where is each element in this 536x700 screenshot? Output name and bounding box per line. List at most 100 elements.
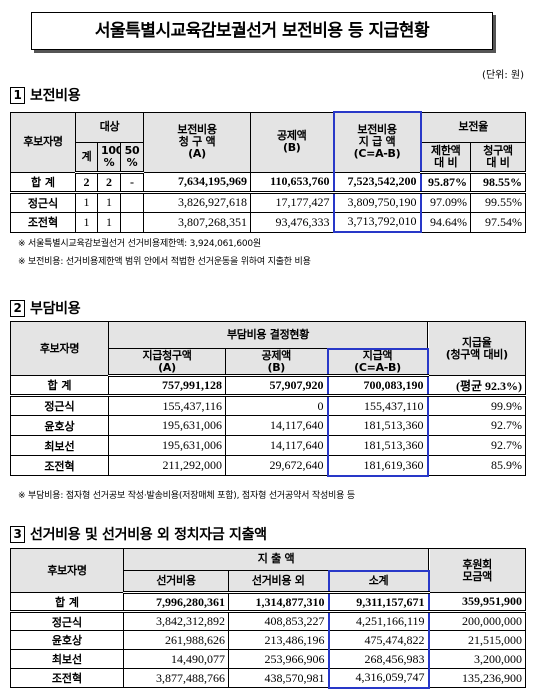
value-cell: 211,292,000 bbox=[108, 455, 226, 476]
value-cell: 1 bbox=[97, 191, 121, 213]
section-heading: 2 부담비용 bbox=[10, 298, 81, 318]
value-cell: 14,490,077 bbox=[123, 649, 229, 669]
candidate-cell: 합 계 bbox=[10, 171, 76, 194]
title: 서울특별시교육감보궐선거 보전비용 등 지급현황 bbox=[31, 12, 493, 50]
value-cell: 99.55% bbox=[470, 191, 527, 213]
note: ※ 보전비용: 선거비용제한액 범위 안에서 적법한 선거운동을 위하여 지출한… bbox=[18, 257, 311, 267]
header-cell: 지급액 (C=A-B) bbox=[326, 347, 429, 377]
table-row: 윤호상 195,631,006 14,117,640 181,513,360 92.7% bbox=[10, 415, 527, 436]
value-cell: 3,842,312,892 bbox=[123, 611, 229, 631]
value-cell: 7,996,280,361 bbox=[123, 592, 229, 613]
value-cell: 700,083,190 bbox=[326, 375, 429, 397]
section-number: 3 bbox=[10, 526, 25, 543]
value-cell: 195,631,006 bbox=[108, 415, 226, 436]
value-cell: 181,619,360 bbox=[326, 455, 429, 477]
value-cell: 200,000,000 bbox=[428, 611, 527, 631]
value-cell: 408,853,227 bbox=[228, 611, 329, 631]
value-cell: 253,966,906 bbox=[228, 649, 329, 669]
header-cell: 부담비용 결정현황 bbox=[107, 321, 429, 349]
value-cell: 99.9% bbox=[427, 395, 527, 416]
value-cell: 181,513,360 bbox=[326, 435, 429, 456]
value-cell: 14,117,640 bbox=[225, 415, 328, 436]
value-cell: 2 bbox=[75, 171, 98, 194]
header-cell: 보전율 bbox=[420, 111, 527, 143]
value-cell: 57,907,920 bbox=[225, 375, 328, 397]
value-cell: 475,474,822 bbox=[327, 630, 430, 650]
candidate-cell: 최보선 bbox=[10, 649, 124, 669]
table-row: 합 계 757,991,128 57,907,920 700,083,190 (평균 9… bbox=[10, 375, 527, 397]
value-cell: 97.54% bbox=[470, 211, 527, 233]
value-cell: 29,672,640 bbox=[225, 455, 328, 476]
section-number: 2 bbox=[10, 300, 25, 317]
table-row: 정근식 155,437,116 0 155,437,110 99.9% bbox=[10, 395, 527, 416]
table-row: 정근식 1 1 3,826,927,618 17,177,427 3,809,750,19… bbox=[10, 191, 527, 213]
value-cell: 1,314,877,310 bbox=[228, 592, 329, 613]
value-cell: 181,513,360 bbox=[326, 415, 429, 436]
header-cell: 소계 bbox=[327, 569, 430, 594]
table: 후보자명 지 출 액 후원회 모금액 선거비용 선거비용 외 소계 합 계 7,996,2… bbox=[10, 548, 527, 689]
section-title: 부담비용 bbox=[30, 301, 81, 317]
candidate-cell: 윤호상 bbox=[10, 630, 124, 650]
table: 후보자명 대상 보전비용 청 구 액 (A) 공제액 (B) 보전비용 지 급 액 (C… bbox=[10, 111, 527, 233]
header-cell: 공제액 (B) bbox=[250, 111, 335, 173]
value-cell: 2 bbox=[97, 171, 121, 194]
header-cell: 제한액 대 비 bbox=[420, 141, 472, 174]
header-cell: 보전비용 청 구 액 (A) bbox=[143, 111, 252, 173]
value-cell: 3,809,750,190 bbox=[332, 191, 422, 213]
candidate-cell: 윤호상 bbox=[10, 415, 109, 436]
value-cell: 757,991,128 bbox=[108, 375, 226, 397]
table-row: 합 계 7,996,280,361 1,314,877,310 9,311,157,6… bbox=[10, 592, 527, 613]
value-cell: 92.7% bbox=[427, 435, 527, 456]
table: 후보자명 부담비용 결정현황 지급율 (청구액 대비) 지급청구액 (A) 공제액 (… bbox=[10, 321, 527, 477]
value-cell: 14,117,640 bbox=[225, 435, 328, 456]
candidate-cell: 조전혁 bbox=[10, 211, 76, 233]
table-row: 최보선 14,490,077 253,966,906 268,456,983 3,200… bbox=[10, 649, 527, 669]
value-cell: 3,807,268,351 bbox=[143, 211, 252, 233]
value-cell: 4,316,059,747 bbox=[327, 668, 430, 689]
value-cell: 85.9% bbox=[427, 455, 527, 476]
table-row: 조전혁 211,292,000 29,672,640 181,619,360 85.9% bbox=[10, 455, 527, 477]
unit: (단위: 원) bbox=[482, 70, 524, 81]
table-row: 최보선 195,631,006 14,117,640 181,513,360 92.7% bbox=[10, 435, 527, 456]
header-cell: 50 % bbox=[119, 141, 145, 174]
section-number: 1 bbox=[10, 87, 25, 104]
value-cell: 261,988,626 bbox=[123, 630, 229, 650]
value-cell: 21,515,000 bbox=[428, 630, 527, 650]
candidate-cell: 조전혁 bbox=[10, 455, 109, 476]
header-cell: 후보자명 bbox=[10, 548, 124, 593]
value-cell: 3,877,488,766 bbox=[123, 668, 229, 688]
value-cell bbox=[119, 191, 145, 213]
header-cell: 계 bbox=[75, 141, 98, 174]
table-row: 윤호상 261,988,626 213,486,196 475,474,822 21,5… bbox=[10, 630, 527, 650]
value-cell bbox=[119, 211, 145, 233]
header-cell: 공제액 (B) bbox=[225, 348, 328, 377]
value-cell: 110,653,760 bbox=[250, 171, 335, 194]
header-cell: 청구액 대 비 bbox=[470, 141, 527, 174]
value-cell: 3,713,792,010 bbox=[332, 211, 422, 233]
value-cell: 92.7% bbox=[427, 415, 527, 436]
value-cell: 97.09% bbox=[420, 191, 472, 213]
value-cell: 268,456,983 bbox=[327, 649, 430, 669]
header-cell: 선거비용 외 bbox=[228, 570, 329, 594]
header-cell: 100 % bbox=[97, 141, 121, 174]
candidate-cell: 정근식 bbox=[10, 395, 109, 416]
header-cell: 지급율 (청구액 대비) bbox=[427, 321, 527, 376]
value-cell: 93,476,333 bbox=[250, 211, 335, 233]
candidate-cell: 합 계 bbox=[10, 375, 109, 397]
value-cell: 1 bbox=[75, 191, 98, 213]
value-cell: 7,634,195,969 bbox=[143, 171, 252, 194]
value-cell: 155,437,116 bbox=[108, 395, 226, 416]
header-cell: 후원회 모금액 bbox=[428, 548, 527, 593]
value-cell: 3,200,000 bbox=[428, 649, 527, 669]
value-cell: 3,826,927,618 bbox=[143, 191, 252, 213]
value-cell: 9,311,157,671 bbox=[327, 592, 430, 613]
header-cell: 보전비용 지 급 액 (C=A-B) bbox=[332, 111, 422, 173]
value-cell: 98.55% bbox=[470, 171, 527, 194]
section-heading: 1 보전비용 bbox=[10, 85, 81, 105]
candidate-cell: 최보선 bbox=[10, 435, 109, 456]
value-cell: - bbox=[119, 171, 145, 194]
value-cell: 94.64% bbox=[420, 211, 472, 233]
value-cell: 438,570,981 bbox=[228, 668, 329, 688]
note: ※ 서울특별시교육감보궐선거 선거비용제한액: 3,924,061,600원 bbox=[18, 239, 262, 249]
